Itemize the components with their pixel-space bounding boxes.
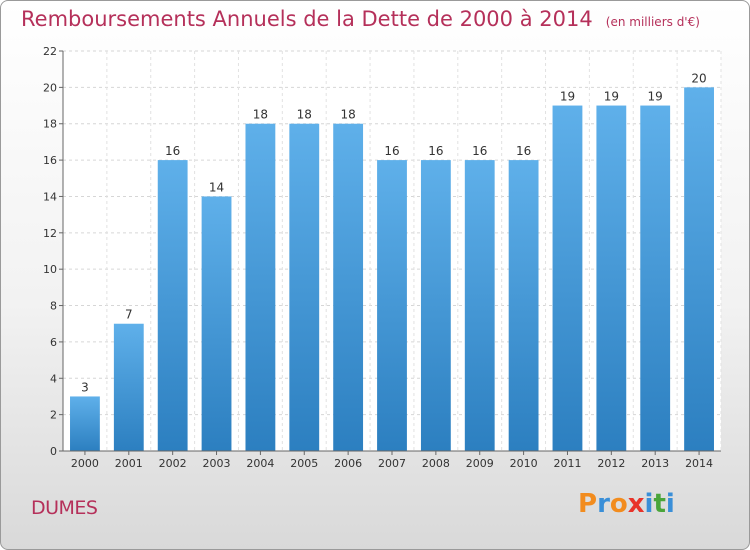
x-tick-label: 2008: [422, 457, 450, 470]
logo-letter: o: [609, 489, 628, 519]
y-tick-label: 20: [43, 81, 57, 94]
y-tick-label: 8: [50, 300, 57, 313]
bar: [157, 160, 188, 451]
bar: [289, 123, 320, 452]
bar: [113, 323, 144, 451]
data-label: 16: [165, 144, 180, 158]
x-tick-label: 2009: [466, 457, 494, 470]
proxiti-logo[interactable]: Proxiti: [578, 489, 675, 519]
x-tick-label: 2004: [246, 457, 274, 470]
y-tick-label: 14: [43, 190, 57, 203]
y-tick-label: 16: [43, 154, 57, 167]
bar: [333, 123, 364, 452]
bar: [552, 105, 583, 451]
data-label: 18: [297, 108, 312, 122]
x-tick-label: 2003: [203, 457, 231, 470]
x-tick-label: 2013: [641, 457, 669, 470]
y-tick-label: 0: [50, 445, 57, 458]
x-tick-label: 2000: [71, 457, 99, 470]
title-row: Remboursements Annuels de la Dette de 20…: [21, 7, 700, 31]
data-label: 16: [516, 144, 531, 158]
data-label: 16: [428, 144, 443, 158]
x-tick-label: 2010: [510, 457, 538, 470]
logo-letter: i: [644, 489, 654, 519]
y-tick-label: 22: [43, 45, 57, 58]
data-label: 3: [81, 380, 89, 394]
x-tick-label: 2014: [685, 457, 713, 470]
x-tick-label: 2006: [334, 457, 362, 470]
data-label: 19: [560, 90, 575, 104]
data-label: 16: [472, 144, 487, 158]
chart-title: Remboursements Annuels de la Dette de 20…: [21, 7, 593, 31]
y-tick-label: 10: [43, 263, 57, 276]
commune-name: DUMES: [31, 497, 98, 519]
bar: [640, 105, 671, 451]
chart-unit: (en milliers d'€): [605, 15, 700, 29]
x-tick-label: 2007: [378, 457, 406, 470]
data-label: 18: [340, 108, 355, 122]
logo-letter: x: [627, 489, 645, 519]
y-tick-label: 18: [43, 118, 57, 131]
data-label: 19: [604, 90, 619, 104]
logo-letter: P: [578, 489, 598, 519]
x-tick-label: 2012: [597, 457, 625, 470]
bar: [201, 196, 232, 451]
x-tick-label: 2002: [159, 457, 187, 470]
y-tick-label: 4: [50, 372, 57, 385]
data-label: 16: [384, 144, 399, 158]
logo-letter: r: [597, 489, 610, 519]
data-label: 20: [691, 71, 706, 85]
bar: [420, 160, 451, 451]
logo-letter: i: [665, 489, 675, 519]
bar: [508, 160, 539, 451]
bar: [70, 396, 100, 451]
data-label: 19: [648, 90, 663, 104]
x-tick-label: 2005: [290, 457, 318, 470]
y-tick-label: 12: [43, 227, 57, 240]
data-label: 18: [253, 108, 268, 122]
data-label: 14: [209, 180, 224, 194]
y-tick-label: 6: [50, 336, 57, 349]
bar: [464, 160, 495, 451]
bar: [245, 123, 276, 452]
logo-letter: t: [653, 489, 666, 519]
bar: [684, 87, 714, 451]
bar: [377, 160, 407, 451]
bar: [596, 105, 627, 451]
x-tick-label: 2001: [115, 457, 143, 470]
data-label: 7: [125, 308, 133, 322]
y-tick-label: 2: [50, 409, 57, 422]
x-tick-label: 2011: [553, 457, 581, 470]
